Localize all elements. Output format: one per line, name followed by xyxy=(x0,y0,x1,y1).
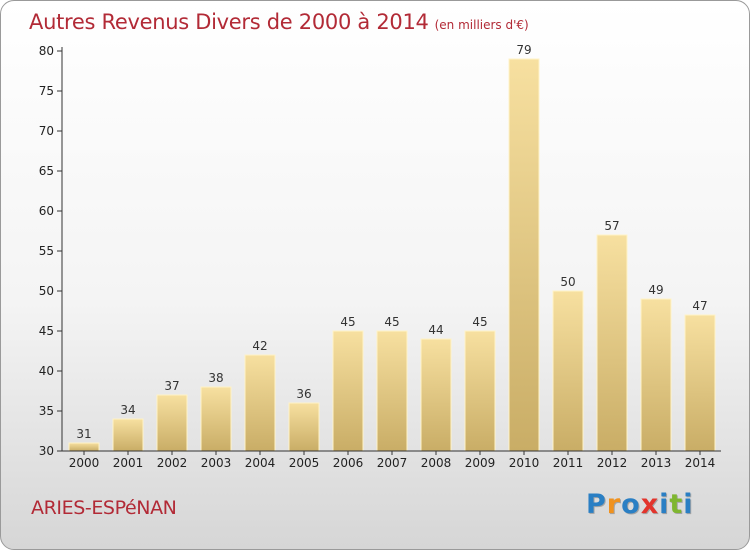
logo-letter: P xyxy=(586,489,607,520)
y-tick-label-45: 45 xyxy=(39,324,54,338)
y-tick-label-40: 40 xyxy=(39,364,54,378)
y-tick-label-35: 35 xyxy=(39,404,54,418)
y-tick-label-60: 60 xyxy=(39,204,54,218)
proxiti-logo: Proxiti xyxy=(586,489,694,520)
x-tick-label-2009: 2009 xyxy=(465,456,496,470)
bar-2003 xyxy=(200,386,232,452)
y-tick-label-30: 30 xyxy=(39,444,54,458)
place-name: ARIES-ESPéNAN xyxy=(31,497,177,519)
bar-2005 xyxy=(288,402,320,452)
y-tick-label-55: 55 xyxy=(39,244,54,258)
chart-title: Autres Revenus Divers de 2000 à 2014 xyxy=(29,10,429,34)
data-label-2005: 36 xyxy=(296,387,311,401)
x-tick-label-2000: 2000 xyxy=(69,456,100,470)
data-label-2010: 79 xyxy=(516,43,531,57)
bar-2008 xyxy=(420,338,452,452)
bar-2011 xyxy=(552,290,584,452)
bar-2013 xyxy=(640,298,672,452)
logo-letter: o xyxy=(621,489,641,520)
y-tick-label-75: 75 xyxy=(39,84,54,98)
x-tick-label-2003: 2003 xyxy=(201,456,232,470)
logo-letter: i xyxy=(683,489,694,520)
data-label-2013: 49 xyxy=(648,283,663,297)
logo-letter: t xyxy=(669,489,684,520)
x-tick-label-2010: 2010 xyxy=(509,456,540,470)
y-tick-label-80: 80 xyxy=(39,44,54,58)
data-label-2006: 45 xyxy=(340,315,355,329)
x-tick-label-2012: 2012 xyxy=(597,456,628,470)
x-tick-label-2005: 2005 xyxy=(289,456,320,470)
bar-2010 xyxy=(508,58,540,452)
data-label-2002: 37 xyxy=(164,379,179,393)
data-label-2004: 42 xyxy=(252,339,267,353)
data-label-2012: 57 xyxy=(604,219,619,233)
bar-2007 xyxy=(376,330,408,452)
data-label-2007: 45 xyxy=(384,315,399,329)
x-tick-label-2008: 2008 xyxy=(421,456,452,470)
data-label-2003: 38 xyxy=(208,371,223,385)
x-tick-label-2007: 2007 xyxy=(377,456,408,470)
data-label-2001: 34 xyxy=(120,403,135,417)
data-label-2008: 44 xyxy=(428,323,443,337)
logo-letter: x xyxy=(640,489,660,520)
x-tick-label-2004: 2004 xyxy=(245,456,276,470)
x-tick-label-2002: 2002 xyxy=(157,456,188,470)
bar-2004 xyxy=(244,354,276,452)
x-tick-label-2014: 2014 xyxy=(685,456,716,470)
x-tick-label-2006: 2006 xyxy=(333,456,364,470)
bar-2012 xyxy=(596,234,628,452)
data-label-2011: 50 xyxy=(560,275,575,289)
bar-2009 xyxy=(464,330,496,452)
data-label-2009: 45 xyxy=(472,315,487,329)
bar-2014 xyxy=(684,314,716,452)
logo-letter: r xyxy=(606,489,622,520)
bar-2001 xyxy=(112,418,144,452)
bar-2002 xyxy=(156,394,188,452)
data-label-2014: 47 xyxy=(692,299,707,313)
bar-2006 xyxy=(332,330,364,452)
logo-letter: i xyxy=(659,489,670,520)
y-tick-label-50: 50 xyxy=(39,284,54,298)
x-tick-label-2011: 2011 xyxy=(553,456,584,470)
x-tick-label-2013: 2013 xyxy=(641,456,672,470)
chart-header: Autres Revenus Divers de 2000 à 2014 (en … xyxy=(29,10,529,34)
data-label-2000: 31 xyxy=(76,427,91,441)
y-tick-label-70: 70 xyxy=(39,124,54,138)
bar-2000 xyxy=(68,442,100,452)
y-tick-label-65: 65 xyxy=(39,164,54,178)
x-tick-label-2001: 2001 xyxy=(113,456,144,470)
chart-subtitle: (en milliers d'€) xyxy=(434,18,529,32)
